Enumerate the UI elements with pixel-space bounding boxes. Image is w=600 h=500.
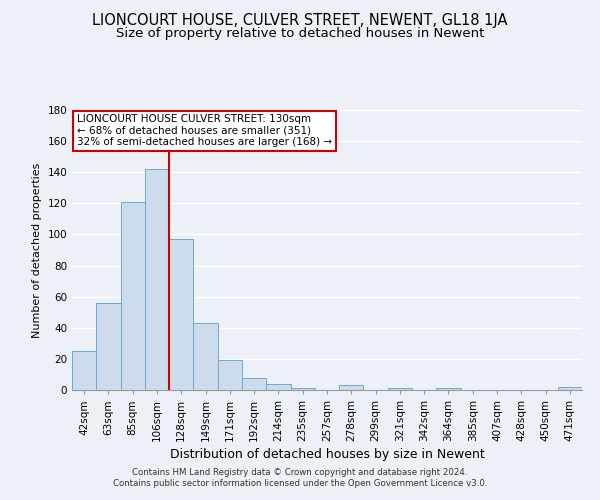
Text: Size of property relative to detached houses in Newent: Size of property relative to detached ho… — [116, 28, 484, 40]
Bar — [145, 169, 169, 390]
X-axis label: Distribution of detached houses by size in Newent: Distribution of detached houses by size … — [170, 448, 484, 461]
Bar — [96, 303, 121, 390]
Bar — [169, 239, 193, 390]
Bar — [558, 387, 582, 390]
Y-axis label: Number of detached properties: Number of detached properties — [32, 162, 42, 338]
Bar — [193, 323, 218, 390]
Bar — [339, 386, 364, 390]
Text: LIONCOURT HOUSE CULVER STREET: 130sqm
← 68% of detached houses are smaller (351): LIONCOURT HOUSE CULVER STREET: 130sqm ← … — [77, 114, 332, 148]
Bar — [388, 388, 412, 390]
Text: LIONCOURT HOUSE, CULVER STREET, NEWENT, GL18 1JA: LIONCOURT HOUSE, CULVER STREET, NEWENT, … — [92, 12, 508, 28]
Bar — [121, 202, 145, 390]
Bar — [290, 388, 315, 390]
Bar — [436, 388, 461, 390]
Bar — [266, 384, 290, 390]
Text: Contains HM Land Registry data © Crown copyright and database right 2024.
Contai: Contains HM Land Registry data © Crown c… — [113, 468, 487, 487]
Bar — [72, 351, 96, 390]
Bar — [218, 360, 242, 390]
Bar — [242, 378, 266, 390]
